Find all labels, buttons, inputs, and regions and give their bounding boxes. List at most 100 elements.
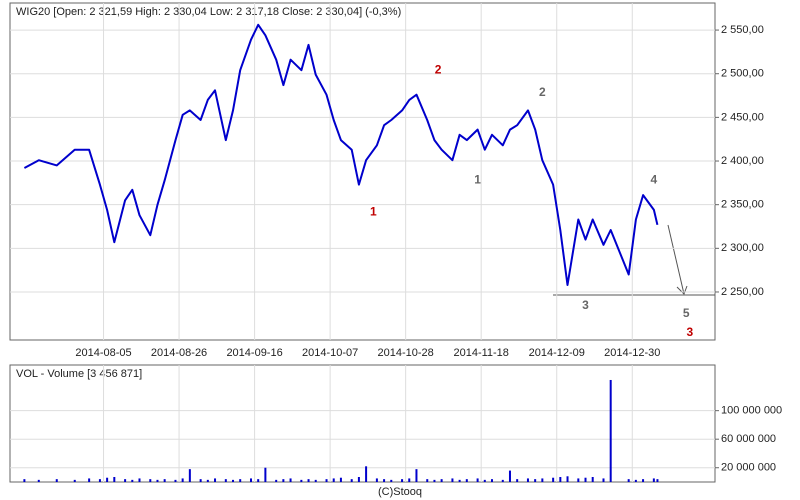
- volume-frame: [9, 364, 716, 483]
- volume-bar: [188, 469, 191, 482]
- volume-bar: [451, 478, 454, 482]
- volume-bar: [257, 479, 260, 482]
- volume-bar: [375, 478, 378, 482]
- wave-label: 2: [435, 62, 442, 76]
- volume-bar: [508, 470, 511, 482]
- volume-bar: [282, 479, 285, 482]
- volume-bar: [275, 479, 278, 482]
- volume-bar: [516, 479, 519, 482]
- volume-bar: [199, 479, 202, 482]
- volume-bar: [300, 479, 303, 482]
- volume-bar: [634, 479, 637, 482]
- volume-bar: [264, 467, 267, 482]
- y-tick-label: 100 000 000: [721, 405, 782, 417]
- volume-bar: [163, 479, 166, 482]
- y-tick-label: 2 300,00: [721, 242, 764, 254]
- volume-bar: [214, 478, 217, 482]
- volume-bar: [73, 479, 76, 482]
- volume-bar: [55, 479, 58, 482]
- volume-bar: [98, 479, 101, 482]
- volume-bar: [149, 479, 152, 482]
- volume-bar: [390, 479, 393, 482]
- wave-label: 2: [539, 85, 546, 99]
- wave-label: 3: [582, 298, 589, 312]
- volume-bar: [656, 479, 659, 482]
- y-tick-label: 2 550,00: [721, 24, 764, 36]
- x-tick-label: 2014-11-18: [453, 347, 508, 359]
- wave-label: 1: [474, 172, 481, 186]
- y-tick-label: 2 450,00: [721, 111, 764, 123]
- volume-bar: [465, 479, 468, 482]
- volume-bar: [591, 477, 594, 482]
- volume-bar: [627, 479, 630, 482]
- wave-label: 1: [370, 205, 377, 219]
- volume-bar: [113, 477, 116, 482]
- volume-bar: [181, 478, 184, 482]
- volume-bar: [206, 479, 209, 482]
- x-tick-label: 2014-08-05: [75, 347, 131, 359]
- volume-bar: [433, 479, 436, 482]
- volume-bar: [584, 477, 587, 482]
- volume-bar: [239, 479, 242, 482]
- volume-bar: [566, 476, 569, 482]
- volume-bar: [106, 477, 109, 482]
- x-tick-label: 2014-12-09: [529, 347, 585, 359]
- volume-bar: [652, 478, 655, 482]
- volume-bar: [339, 477, 342, 482]
- volume-bar: [501, 479, 504, 482]
- wave-label: 5: [683, 306, 690, 320]
- volume-bar: [156, 479, 159, 482]
- volume-bar: [490, 479, 493, 482]
- volume-bar: [642, 479, 645, 482]
- footer: (C)Stooq: [378, 486, 422, 498]
- y-tick-label: 2 500,00: [721, 68, 764, 80]
- x-tick-label: 2014-08-26: [151, 347, 207, 359]
- volume-bar: [23, 479, 26, 482]
- x-tick-label: 2014-09-16: [226, 347, 282, 359]
- volume-bar: [401, 479, 404, 482]
- y-tick-label: 2 350,00: [721, 199, 764, 211]
- volume-bar: [426, 479, 429, 482]
- price-line: [23, 23, 659, 286]
- x-tick-label: 2014-10-07: [302, 347, 358, 359]
- x-tick-label: 2014-12-30: [604, 347, 660, 359]
- volume-bar: [415, 469, 418, 482]
- y-tick-label: 60 000 000: [721, 433, 776, 445]
- volume-bar: [174, 479, 177, 482]
- volume-bar: [383, 479, 386, 482]
- volume-bar: [577, 478, 580, 482]
- volume-bar: [232, 479, 235, 482]
- arrow: [667, 224, 685, 295]
- volume-bar: [365, 466, 368, 482]
- volume-bar: [289, 478, 292, 482]
- volume-bar: [124, 479, 127, 482]
- volume-bar: [138, 478, 141, 482]
- y-tick-label: 2 250,00: [721, 286, 764, 298]
- volume-bar: [325, 479, 328, 482]
- volume-bar: [307, 479, 310, 482]
- volume-bar: [408, 478, 411, 482]
- volume-bar: [332, 478, 335, 482]
- volume-bar: [131, 479, 134, 482]
- wave-label: 4: [651, 172, 658, 186]
- volume-bar: [552, 477, 555, 482]
- volume-bar: [224, 479, 227, 482]
- wave-label: 3: [686, 325, 693, 339]
- volume-bar: [249, 478, 252, 482]
- volume-bar: [476, 478, 479, 482]
- volume-bar: [559, 477, 562, 482]
- volume-bar: [350, 479, 353, 482]
- arrow-head: [676, 285, 688, 295]
- volume-bar: [602, 478, 605, 482]
- volume-bar: [483, 479, 486, 482]
- volume-bar: [609, 379, 612, 482]
- volume-bar: [88, 478, 91, 482]
- price-title: WIG20 [Open: 2 321,59 High: 2 330,04 Low…: [16, 6, 401, 18]
- volume-bar: [314, 479, 317, 482]
- volume-bar: [37, 479, 40, 482]
- volume-bar: [541, 478, 544, 482]
- volume-bar: [458, 479, 461, 482]
- y-tick-label: 20 000 000: [721, 462, 776, 474]
